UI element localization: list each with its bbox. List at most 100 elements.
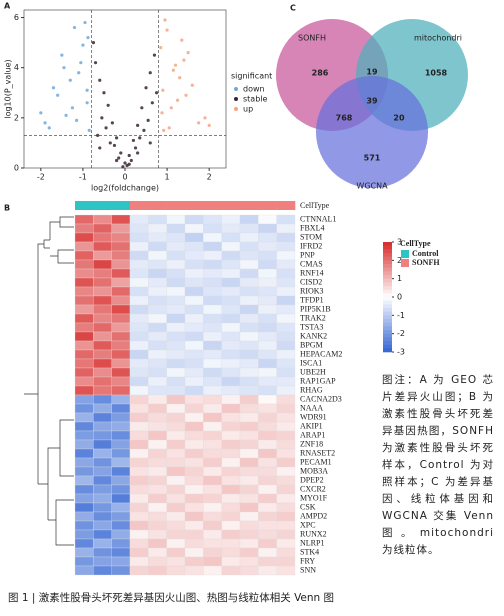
heat-cell: [148, 394, 167, 405]
heat-cell: [166, 556, 186, 567]
heat-cell: [221, 241, 241, 252]
point: [110, 121, 114, 125]
heat-cell: [221, 493, 241, 504]
heat-cell: [74, 376, 94, 387]
point: [72, 25, 77, 30]
heat-cell: [203, 277, 222, 288]
region-count: 286: [312, 69, 329, 78]
row-label: ARAP1: [300, 430, 325, 439]
heat-cell: [239, 340, 259, 351]
heat-cell: [258, 295, 277, 306]
colorbar-step: [383, 256, 392, 261]
heat-cell: [166, 385, 186, 396]
heat-cell: [258, 448, 277, 459]
point: [86, 35, 90, 40]
heat-cell: [166, 412, 186, 423]
point: [176, 98, 180, 102]
heat-cell: [93, 421, 112, 432]
heat-cell: [74, 331, 94, 342]
heat-cell: [221, 511, 241, 522]
heat-cell: [276, 538, 296, 549]
heat-cell: [184, 250, 204, 261]
heat-cell: [111, 403, 131, 414]
heat-cell: [239, 448, 259, 459]
point: [142, 128, 146, 132]
heat-cell: [148, 223, 167, 234]
x-tick-label: -2: [37, 173, 45, 182]
row-label: STOM: [300, 232, 322, 241]
heat-cell: [93, 403, 112, 414]
heat-cell: [148, 214, 167, 225]
heat-cell: [166, 241, 186, 252]
heat-cell: [239, 331, 259, 342]
point: [178, 76, 182, 80]
heat-cell: [184, 565, 204, 576]
heat-cell: [203, 313, 222, 324]
heat-cell: [258, 367, 277, 378]
colorbar-step: [383, 333, 392, 338]
heat-cell: [184, 502, 204, 513]
row-label: UBE2H: [300, 367, 326, 376]
heat-cell: [74, 322, 94, 333]
heat-cell: [129, 565, 149, 576]
colorbar-step: [383, 267, 392, 272]
point: [140, 106, 144, 110]
heat-cell: [166, 295, 186, 306]
row-label: CXCR2: [300, 484, 326, 493]
x-tick-label: 0: [122, 173, 127, 182]
y-tick-label: 6: [14, 13, 19, 22]
row-label: CISD2: [300, 277, 322, 286]
heat-cell: [148, 322, 167, 333]
point: [148, 141, 152, 145]
heat-cell: [203, 511, 222, 522]
heat-cell: [74, 502, 94, 513]
heat-cell: [129, 493, 149, 504]
row-label: PIP5K1B: [300, 304, 331, 313]
heat-cell: [184, 358, 204, 369]
row-label: TRAK2: [300, 313, 326, 322]
heat-cell: [239, 493, 259, 504]
heat-cell: [148, 475, 167, 486]
heat-cell: [129, 430, 149, 441]
heat-cell: [166, 457, 186, 468]
region-count: 571: [364, 154, 381, 163]
heat-cell: [276, 565, 296, 576]
point: [133, 146, 138, 150]
heat-cell: [239, 502, 259, 513]
heat-cell: [148, 520, 167, 531]
heat-cell: [203, 322, 222, 333]
venn-set: [316, 76, 428, 188]
point: [152, 53, 157, 57]
heat-cell: [148, 286, 167, 297]
heat-cell: [276, 484, 296, 495]
heat-cell: [184, 313, 204, 324]
set-label: WGCNA: [356, 182, 388, 191]
region-count: 20: [393, 114, 405, 123]
row-label: STK4: [300, 547, 319, 556]
colorbar-step: [383, 322, 392, 327]
heat-cell: [166, 322, 186, 333]
heat-cell: [203, 214, 222, 225]
heat-cell: [239, 457, 259, 468]
heat-cell: [166, 529, 186, 540]
legend-label: down: [243, 85, 265, 94]
heat-cell: [74, 520, 94, 531]
point: [93, 61, 98, 65]
heat-cell: [239, 376, 259, 387]
heat-cell: [258, 214, 277, 225]
heat-cell: [258, 484, 277, 495]
heat-cell: [258, 358, 277, 369]
point: [112, 143, 117, 148]
row-label: HEPACAM2: [300, 349, 342, 358]
point: [47, 126, 51, 130]
heat-cell: [276, 259, 296, 270]
heat-cell: [148, 232, 167, 243]
heat-cell: [74, 466, 94, 477]
heat-cell: [203, 268, 222, 279]
annotation-cell: [111, 201, 131, 210]
heat-cell: [276, 277, 296, 288]
heat-cell: [258, 511, 277, 522]
heat-cell: [93, 430, 112, 441]
heat-cell: [148, 367, 167, 378]
legend-label: SONFH: [412, 258, 440, 267]
